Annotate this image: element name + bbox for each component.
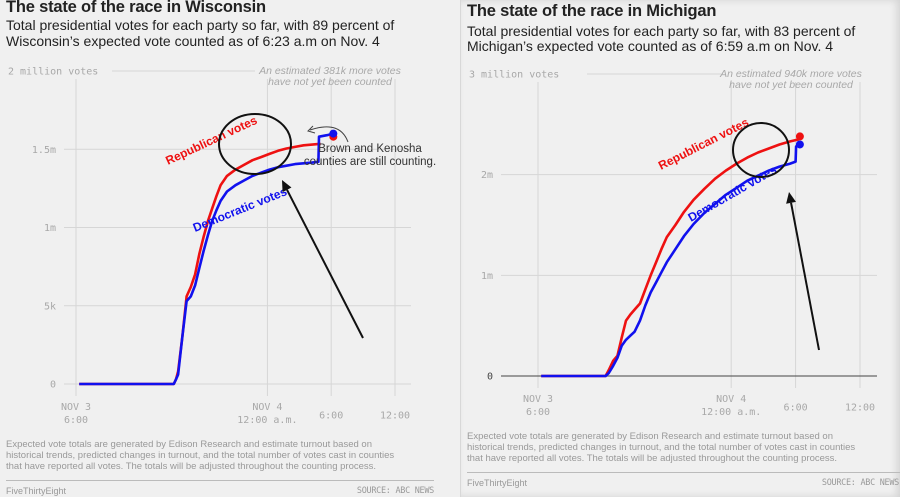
michigan-pointer-arrow-shaft (790, 202, 820, 351)
michigan-y-tick-label: 3 million votes (469, 70, 559, 81)
michigan-x-tick-label: 6:00 (526, 407, 550, 418)
michigan-y-tick-label: 1m (481, 271, 493, 282)
michigan-x-tick-label: NOV 3 (523, 394, 553, 405)
michigan-highlight-circle (732, 122, 790, 178)
wisconsin-estimate-annotation: An estimated 381k more votes (258, 65, 402, 77)
wisconsin-x-tick-label: 6:00 (319, 411, 343, 422)
michigan-chart: NOV 3 6:00 NOV 4 12:00 a.m. 6:00 12:00 0 1m 2m 3 … (469, 68, 877, 418)
wisconsin-x-tick-label: 12:00 a.m. (237, 415, 297, 426)
michigan-democratic-line (541, 143, 800, 378)
michigan-y-tick-label: 2m (481, 170, 493, 181)
michigan-title: The state of the race in Michigan (467, 2, 717, 20)
wisconsin-annotation-arrowhead-icon (307, 125, 316, 134)
wisconsin-chart: NOV 3 6:00 NOV 4 12:00 a.m. 6:00 12:00 0 5k 1m 1.… (8, 65, 436, 426)
wisconsin-brand: FiveThirtyEight (6, 486, 67, 496)
michigan-x-tick-label: 12:00 (845, 403, 875, 414)
michigan-republican-line (541, 138, 800, 378)
wisconsin-source: SOURCE: ABC NEWS (356, 486, 434, 496)
michigan-republican-end-dot (795, 132, 804, 141)
wisconsin-x-tick-label: NOV 3 (61, 402, 91, 413)
wisconsin-title: The state of the race in Wisconsin (6, 0, 266, 16)
michigan-footnote-line-3: that have reported all votes. The totals… (467, 453, 838, 464)
wisconsin-counting-annotation: Brown and Kenosha (318, 143, 422, 155)
wisconsin-estimate-annotation: have not yet been counted (268, 76, 393, 88)
michigan-subtitle-line-2: Michigan’s expected vote counted as of 6… (467, 38, 834, 54)
wisconsin-panel: The state of the race in Wisconsin Total… (6, 0, 437, 496)
michigan-footer-divider (467, 472, 900, 473)
michigan-democratic-end-dot (795, 140, 804, 149)
michigan-footnote-line-2: historical trends, predicted changes in … (467, 442, 856, 453)
wisconsin-y-tick-label: 1m (44, 223, 56, 234)
wisconsin-democratic-line (79, 132, 334, 386)
wisconsin-counting-annotation: counties are still counting. (304, 156, 436, 168)
michigan-panel: The state of the race in Michigan Total … (460, 0, 900, 497)
wisconsin-footnote-line-1: Expected vote totals are generated by Ed… (6, 439, 372, 450)
wisconsin-subtitle-line-2: Wisconsin’s expected vote counted as of … (6, 33, 380, 49)
michigan-x-tick-label: NOV 4 (716, 394, 746, 405)
michigan-estimate-annotation: have not yet been counted (729, 79, 854, 91)
wisconsin-annotation-curve-arrow (309, 126, 349, 143)
michigan-source: SOURCE: ABC NEWS (821, 478, 899, 488)
wisconsin-pointer-arrow-head-icon (282, 180, 292, 193)
wisconsin-x-tick-label: NOV 4 (252, 402, 282, 413)
michigan-x-tick-label: 12:00 a.m. (701, 407, 761, 418)
wisconsin-footnote-line-3: that have reported all votes. The totals… (6, 461, 377, 472)
wisconsin-y-tick-label: 0 (50, 380, 56, 391)
wisconsin-x-tick-label: 12:00 (380, 411, 410, 422)
wisconsin-y-tick-label: 5k (44, 301, 56, 312)
wisconsin-republican-label: Republican votes (163, 113, 259, 168)
wisconsin-pointer-arrow-shaft (286, 189, 364, 339)
michigan-footnote-line-1: Expected vote totals are generated by Ed… (467, 431, 833, 442)
wisconsin-highlight-circle (218, 113, 292, 175)
wisconsin-y-tick-label: 1.5m (32, 145, 56, 156)
wisconsin-democratic-end-dot (329, 129, 338, 138)
michigan-estimate-annotation: An estimated 940k more votes (719, 68, 863, 80)
michigan-x-tick-label: 6:00 (784, 403, 808, 414)
michigan-brand: FiveThirtyEight (467, 478, 528, 488)
wisconsin-footnote-line-2: historical trends, predicted changes in … (6, 450, 395, 461)
wisconsin-footer-divider (6, 480, 434, 481)
michigan-pointer-arrow-head-icon (786, 192, 796, 204)
michigan-subtitle-line-1: Total presidential votes for each party … (467, 23, 856, 39)
wisconsin-x-tick-label: 6:00 (64, 415, 88, 426)
wisconsin-y-tick-label: 2 million votes (8, 67, 98, 78)
wisconsin-subtitle-line-1: Total presidential votes for each party … (6, 17, 395, 33)
michigan-y-tick-label: 0 (487, 372, 493, 383)
